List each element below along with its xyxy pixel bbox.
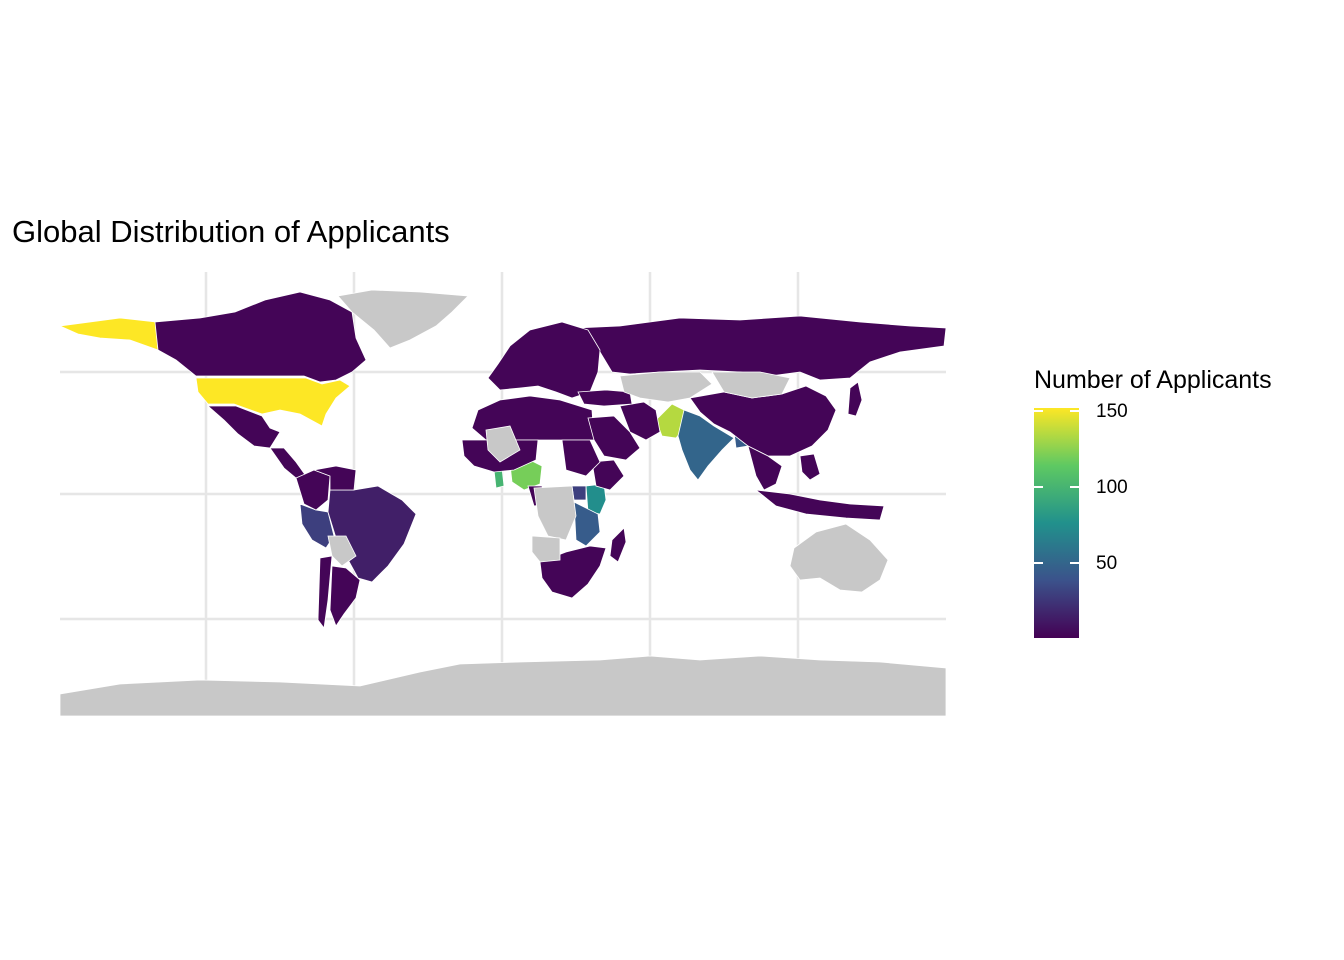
legend-tick <box>1034 486 1043 489</box>
region-saudi-arabia <box>587 415 641 461</box>
region-europe <box>487 321 601 399</box>
region-argentina <box>329 565 361 627</box>
region-united-states <box>195 377 351 427</box>
legend-colorbar <box>1034 408 1079 638</box>
region-canada <box>154 291 367 383</box>
region-sudan <box>561 439 601 477</box>
region-uganda <box>571 485 587 501</box>
map-title: Global Distribution of Applicants <box>12 214 450 249</box>
region-algeria <box>485 425 521 463</box>
region-madagascar <box>609 527 627 563</box>
region-philippines <box>799 453 821 481</box>
region-india <box>677 409 735 481</box>
region-greenland <box>337 289 469 349</box>
region-ethiopia <box>591 459 625 491</box>
region-mongolia <box>711 371 791 399</box>
legend-tick <box>1070 562 1079 565</box>
region-australia <box>789 523 889 593</box>
region-congo <box>533 485 577 541</box>
legend-label-100: 100 <box>1096 477 1128 499</box>
legend-label-150: 150 <box>1096 401 1128 423</box>
region-southeast-asia <box>747 445 783 491</box>
region-venezuela <box>312 465 357 491</box>
region-chile <box>317 555 333 630</box>
region-angola <box>531 535 561 563</box>
legend-tick <box>1034 562 1043 565</box>
region-mexico <box>206 405 281 449</box>
region-alaska <box>58 317 159 351</box>
region-kazakhstan <box>619 371 713 403</box>
region-japan <box>847 381 863 417</box>
region-tanzania <box>573 501 601 547</box>
region-antarctica <box>59 655 947 717</box>
region-central-america <box>269 447 307 479</box>
region-turkey <box>577 389 633 407</box>
region-bolivia <box>327 535 357 567</box>
country-shapes <box>58 289 947 717</box>
legend-tick <box>1070 410 1079 413</box>
legend-tick <box>1034 410 1043 413</box>
legend-label-50: 50 <box>1096 553 1118 575</box>
region-russia <box>574 315 947 381</box>
legend-tick <box>1070 486 1079 489</box>
region-indonesia <box>754 489 885 521</box>
legend-title: Number of Applicants <box>1034 366 1272 394</box>
